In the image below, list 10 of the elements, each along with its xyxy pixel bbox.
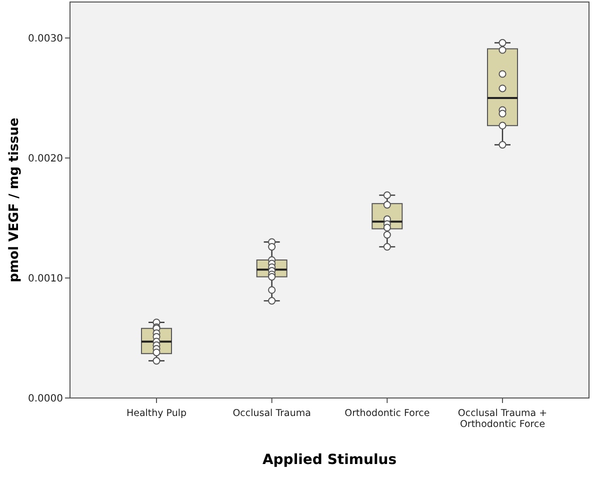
y-tick-label: 0.0030 [28, 34, 63, 44]
y-tick-label: 0.0010 [28, 274, 63, 284]
x-tick-label: Occlusal Trauma + Orthodontic Force [458, 408, 548, 430]
y-axis-title: pmol VEGF / mg tissue [7, 117, 22, 282]
x-tick-label: Occlusal Trauma [232, 408, 311, 419]
x-tick-label: Orthodontic Force [344, 408, 430, 419]
y-tick-label: 0.0020 [28, 154, 63, 164]
x-tick-label: Healthy Pulp [126, 408, 187, 419]
y-tick-label: 0.0000 [28, 394, 63, 404]
x-axis-title: Applied Stimulus [262, 452, 397, 468]
